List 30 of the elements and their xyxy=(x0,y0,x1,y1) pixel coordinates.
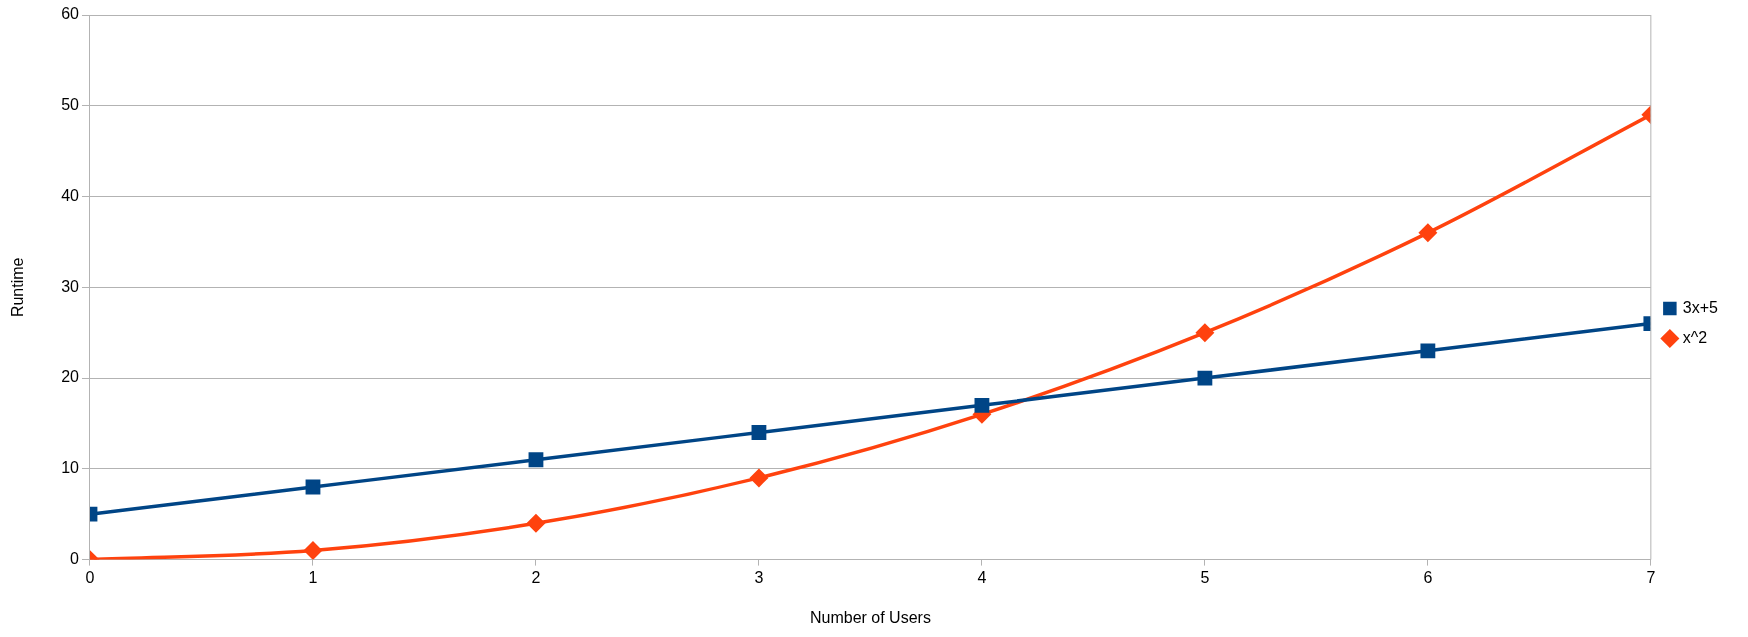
x-tick-label: 2 xyxy=(531,568,541,586)
point xyxy=(305,479,321,495)
y-tick-label: 40 xyxy=(61,186,80,204)
point xyxy=(751,425,767,440)
point xyxy=(527,514,545,533)
x-tick-label: 0 xyxy=(85,568,95,586)
point xyxy=(1196,323,1214,342)
x-tick-label: 5 xyxy=(1200,568,1210,586)
legend-label: 3x+5 xyxy=(1682,298,1719,316)
point xyxy=(974,397,990,413)
y-tick-label: 30 xyxy=(61,277,80,295)
point xyxy=(1197,370,1213,386)
y-tick-label: 60 xyxy=(61,5,80,23)
y-tick-label: 20 xyxy=(61,368,80,386)
point xyxy=(304,541,322,560)
y-tick-label: 50 xyxy=(61,96,80,114)
y-tick-label: 0 xyxy=(70,550,80,568)
point xyxy=(1419,224,1437,242)
point xyxy=(1420,343,1436,359)
point xyxy=(528,452,544,468)
y-tick-label: 10 xyxy=(61,459,80,477)
x-tick-label: 1 xyxy=(308,568,318,586)
y-axis-title: Runtime xyxy=(9,257,27,318)
x-tick-label: 3 xyxy=(754,568,764,586)
legend-label: x^2 xyxy=(1682,328,1708,346)
x-tick-label: 6 xyxy=(1423,568,1433,586)
x-tick-label: 7 xyxy=(1646,568,1656,586)
x-tick-label: 4 xyxy=(977,568,987,586)
point xyxy=(750,469,768,487)
x-axis-title: Number of Users xyxy=(809,608,931,626)
